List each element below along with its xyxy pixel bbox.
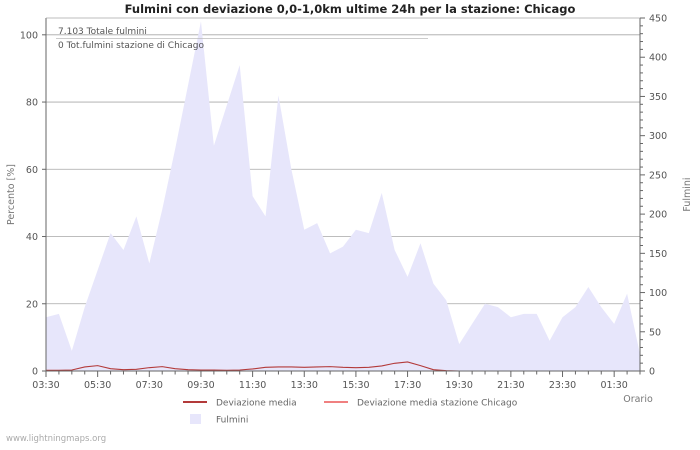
ticklabel-x-3: 09:30 [187, 380, 214, 391]
ticklabel-y2-100: 100 [649, 288, 667, 299]
ticklabel-x-6: 15:30 [342, 380, 369, 391]
ticklabel-y-40: 40 [26, 232, 38, 243]
footer-attribution: www.lightningmaps.org [6, 434, 107, 444]
ticklabel-y-0: 0 [32, 367, 38, 378]
axis-label-y: Percento [%] [6, 164, 17, 225]
series-area-fulmini [46, 21, 640, 372]
ticklabel-y2-300: 300 [649, 131, 667, 142]
ticklabel-x-8: 19:30 [446, 380, 473, 391]
ticklabel-x-9: 21:30 [497, 380, 524, 391]
ticklabel-y2-200: 200 [649, 210, 667, 221]
ticklabel-y2-450: 450 [649, 14, 667, 25]
annotation-total-fulmini: 7.103 Totale fulmini [58, 27, 147, 37]
ticklabel-y2-50: 50 [649, 327, 661, 338]
ticklabel-y-60: 60 [26, 165, 38, 176]
ticklabel-y2-250: 250 [649, 170, 667, 181]
annotation-station-fulmini: 0 Tot.fulmini stazione di Chicago [58, 41, 204, 51]
ticklabel-y2-150: 150 [649, 249, 667, 260]
legend-label-1: Deviazione media stazione Chicago [357, 399, 518, 409]
ticklabel-x-10: 23:30 [549, 380, 576, 391]
legend-label-2: Fulmini [216, 416, 248, 426]
axis-label-y2: Fulmini [682, 177, 693, 211]
ticklabel-x-5: 13:30 [291, 380, 318, 391]
ticklabel-x-7: 17:30 [394, 380, 421, 391]
ticklabel-x-4: 11:30 [239, 380, 266, 391]
legend-label-0: Deviazione media [216, 399, 297, 409]
ticklabel-y2-0: 0 [649, 367, 655, 378]
legend-swatch-2 [190, 414, 201, 424]
ticklabel-y-80: 80 [26, 98, 38, 109]
ticklabel-y2-350: 350 [649, 92, 667, 103]
ticklabel-x-2: 07:30 [136, 380, 163, 391]
ticklabel-y2-400: 400 [649, 53, 667, 64]
axis-label-x: Orario [623, 394, 653, 405]
ticklabel-y-100: 100 [20, 30, 38, 41]
ticklabel-x-1: 05:30 [84, 380, 111, 391]
ticklabel-y-20: 20 [26, 299, 38, 310]
ticklabel-x-11: 01:30 [600, 380, 627, 391]
page-title: Fulmini con deviazione 0,0-1,0km ultime … [124, 2, 576, 16]
ticklabel-x-0: 03:30 [32, 380, 59, 391]
